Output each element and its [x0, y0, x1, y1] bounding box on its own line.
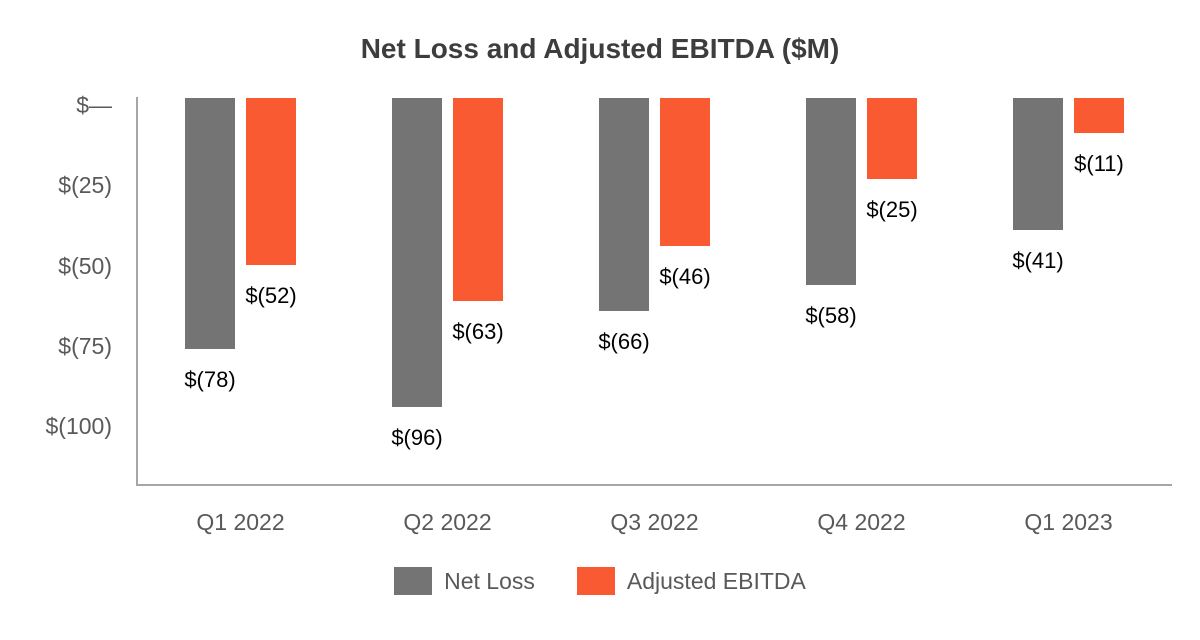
legend-label-adjusted-ebitda: Adjusted EBITDA [626, 567, 806, 594]
y-axis-tick-label: $— [76, 92, 112, 118]
x-axis-label-q2-2022: Q2 2022 [403, 509, 492, 535]
x-axis-label-q1-2022: Q1 2022 [196, 509, 285, 535]
net-loss-value-label-q4-2022: $(58) [805, 303, 857, 328]
x-axis-line [136, 484, 1172, 486]
x-axis-label-q1-2023: Q1 2023 [1024, 509, 1113, 535]
y-axis-tick-label: $(25) [58, 172, 112, 199]
adjusted-ebitda-value-label-q1-2023: $(11) [1074, 151, 1124, 176]
net-loss-bar-q1-2023 [1013, 98, 1063, 230]
adjusted-ebitda-bar-q1-2022 [246, 98, 296, 265]
adjusted-ebitda-value-label-q2-2022: $(63) [452, 319, 504, 344]
y-axis-tick-label: $(100) [45, 413, 112, 439]
legend: Net Loss Adjusted EBITDA [0, 567, 1200, 595]
net-loss-bar-q2-2022 [392, 98, 442, 407]
adjusted-ebitda-value-label-q3-2022: $(46) [659, 264, 711, 289]
net-loss-bar-q1-2022 [185, 98, 235, 349]
net-loss-bar-q4-2022 [806, 98, 856, 285]
adjusted-ebitda-value-label-q4-2022: $(25) [866, 197, 918, 222]
legend-item-adjusted-ebitda: Adjusted EBITDA [576, 567, 806, 595]
y-axis-tick-label: $(50) [58, 252, 112, 279]
y-axis-tick-label: $(75) [58, 332, 112, 359]
legend-item-net-loss: Net Loss [394, 567, 535, 595]
net-loss-value-label-q2-2022: $(96) [391, 425, 443, 450]
adjusted-ebitda-bar-q2-2022 [453, 98, 503, 301]
y-axis-line [136, 97, 138, 486]
adjusted-ebitda-bar-q3-2022 [660, 98, 710, 246]
net-loss-bar-q3-2022 [599, 98, 649, 311]
adjusted-ebitda-bar-q1-2023 [1074, 98, 1124, 133]
chart-title: Net Loss and Adjusted EBITDA ($M) [360, 33, 840, 64]
adjusted-ebitda-swatch-icon [576, 567, 615, 595]
adjusted-ebitda-value-label-q1-2022: $(52) [245, 283, 297, 308]
x-axis-label-q4-2022: Q4 2022 [817, 509, 906, 535]
net-loss-value-label-q1-2023: $(41) [1012, 248, 1064, 273]
net-loss-swatch-icon [394, 567, 433, 595]
x-axis-label-q3-2022: Q3 2022 [610, 509, 699, 535]
net-loss-value-label-q3-2022: $(66) [598, 329, 650, 354]
adjusted-ebitda-bar-q4-2022 [867, 98, 917, 179]
legend-label-net-loss: Net Loss [444, 567, 535, 594]
net-loss-value-label-q1-2022: $(78) [184, 367, 236, 392]
